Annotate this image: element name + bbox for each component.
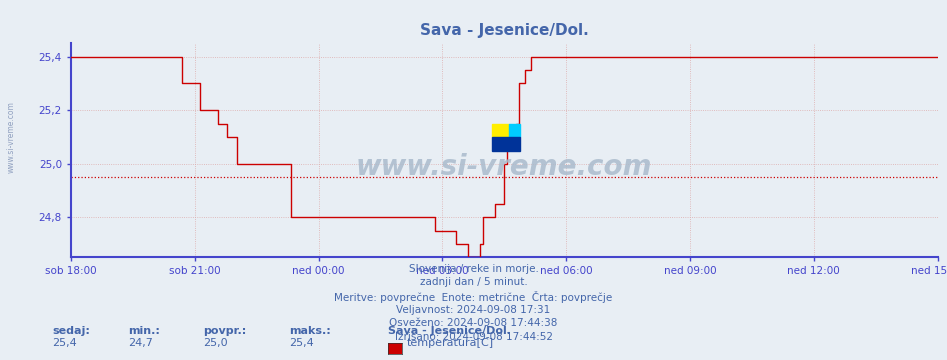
Bar <box>492 123 509 138</box>
Bar <box>509 123 520 138</box>
Text: 24,7: 24,7 <box>128 338 152 348</box>
Text: www.si-vreme.com: www.si-vreme.com <box>7 101 16 173</box>
Text: 25,4: 25,4 <box>289 338 313 348</box>
Title: Sava - Jesenice/Dol.: Sava - Jesenice/Dol. <box>420 23 589 38</box>
Text: Veljavnost: 2024-09-08 17:31: Veljavnost: 2024-09-08 17:31 <box>397 305 550 315</box>
Text: Slovenija / reke in morje.: Slovenija / reke in morje. <box>408 264 539 274</box>
Text: Izrisano: 2024-09-08 17:44:52: Izrisano: 2024-09-08 17:44:52 <box>395 332 552 342</box>
Text: www.si-vreme.com: www.si-vreme.com <box>356 153 652 181</box>
Text: sedaj:: sedaj: <box>52 326 90 336</box>
Text: Osveženo: 2024-09-08 17:44:38: Osveženo: 2024-09-08 17:44:38 <box>389 318 558 328</box>
Text: Meritve: povprečne  Enote: metrične  Črta: povprečje: Meritve: povprečne Enote: metrične Črta:… <box>334 291 613 303</box>
Text: povpr.:: povpr.: <box>204 326 247 336</box>
Text: Sava - Jesenice/Dol.: Sava - Jesenice/Dol. <box>388 326 511 336</box>
Text: temperatura[C]: temperatura[C] <box>407 338 494 348</box>
Text: zadnji dan / 5 minut.: zadnji dan / 5 minut. <box>420 277 527 287</box>
Bar <box>492 138 520 151</box>
Text: maks.:: maks.: <box>289 326 331 336</box>
Text: min.:: min.: <box>128 326 160 336</box>
Text: 25,4: 25,4 <box>52 338 77 348</box>
Text: 25,0: 25,0 <box>204 338 228 348</box>
